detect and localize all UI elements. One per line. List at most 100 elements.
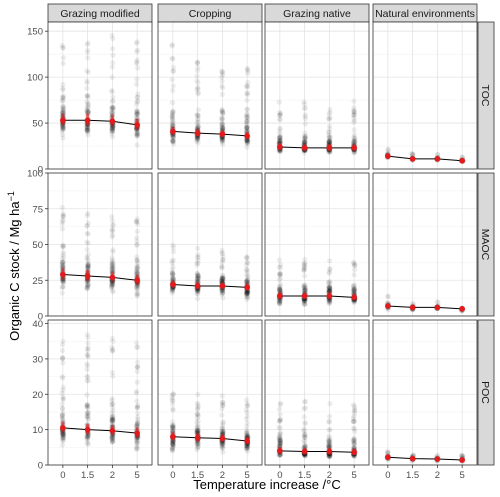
data-point	[60, 283, 66, 290]
data-point	[60, 95, 66, 101]
data-point	[302, 419, 308, 426]
data-point	[110, 260, 116, 267]
data-point	[134, 242, 140, 248]
data-point	[195, 117, 201, 123]
data-point	[327, 115, 333, 121]
data-point	[84, 403, 90, 410]
data-point	[60, 87, 66, 93]
data-point	[59, 128, 65, 134]
data-point	[109, 89, 115, 95]
data-point	[194, 137, 200, 143]
data-point	[219, 288, 226, 294]
data-point	[135, 416, 141, 423]
data-point	[109, 125, 116, 131]
data-point	[60, 252, 66, 258]
data-point	[84, 124, 91, 130]
data-point	[195, 406, 201, 412]
data-point	[60, 107, 66, 113]
data-point	[219, 259, 225, 265]
data-point	[195, 59, 201, 65]
data-point	[352, 408, 358, 414]
data-point	[326, 140, 333, 146]
data-point	[219, 138, 225, 144]
data-point	[134, 444, 140, 450]
data-point	[59, 226, 66, 232]
data-point	[169, 440, 176, 446]
data-point	[109, 285, 115, 291]
data-point	[220, 430, 226, 436]
data-point	[302, 453, 308, 459]
data-point	[302, 130, 308, 136]
mean-marker	[301, 145, 308, 151]
data-point	[351, 283, 357, 289]
data-point	[134, 267, 140, 273]
data-point	[195, 275, 201, 281]
data-point	[60, 434, 67, 440]
data-point	[219, 263, 225, 269]
data-point	[352, 405, 358, 412]
data-point	[84, 125, 91, 132]
data-point	[109, 335, 115, 342]
data-point	[60, 124, 66, 130]
data-point	[301, 297, 307, 304]
data-point	[277, 116, 284, 123]
mean-marker	[434, 156, 441, 162]
mean-marker	[194, 283, 201, 289]
data-point	[109, 419, 116, 425]
data-point	[244, 401, 250, 407]
data-point	[220, 274, 226, 280]
data-point	[327, 285, 333, 291]
data-point	[301, 441, 307, 448]
data-point	[84, 284, 90, 290]
data-point	[84, 352, 91, 358]
data-point	[170, 108, 176, 114]
data-point	[134, 76, 140, 82]
mean-marker	[109, 427, 116, 434]
data-point	[301, 135, 308, 142]
data-point	[194, 68, 201, 74]
data-point	[195, 421, 201, 427]
data-point	[326, 283, 332, 289]
data-point	[169, 110, 176, 116]
data-point	[277, 438, 283, 444]
data-point	[59, 94, 65, 101]
data-point	[59, 432, 66, 438]
data-point	[244, 114, 251, 120]
data-point	[302, 105, 308, 111]
data-point	[110, 289, 116, 295]
data-point	[134, 49, 140, 55]
data-point	[351, 117, 358, 124]
mean-marker	[84, 426, 91, 433]
data-point	[110, 435, 116, 441]
data-point	[219, 68, 225, 74]
data-point	[60, 394, 66, 400]
data-point	[195, 91, 201, 97]
data-point	[276, 99, 282, 105]
data-point	[194, 60, 200, 67]
data-point	[133, 101, 140, 107]
data-point	[327, 134, 333, 140]
data-point	[60, 433, 67, 439]
data-point	[277, 272, 284, 278]
panel-toc-grazing-modified	[48, 22, 152, 169]
data-point	[84, 106, 90, 113]
data-point	[244, 278, 250, 285]
data-point	[327, 437, 333, 443]
data-point	[219, 265, 225, 271]
data-point	[109, 283, 115, 289]
data-point	[243, 291, 250, 297]
data-point	[244, 106, 250, 113]
data-point	[351, 286, 357, 292]
data-point	[277, 440, 283, 446]
panel-border	[47, 319, 153, 466]
data-point	[219, 444, 226, 450]
data-point	[60, 258, 67, 265]
data-point	[85, 416, 91, 422]
data-point	[60, 243, 66, 250]
data-point	[243, 289, 250, 295]
y-tick-label: 40	[32, 319, 43, 330]
data-point	[244, 277, 250, 284]
data-point	[85, 103, 91, 109]
data-point	[351, 137, 357, 143]
mean-marker	[170, 128, 176, 135]
